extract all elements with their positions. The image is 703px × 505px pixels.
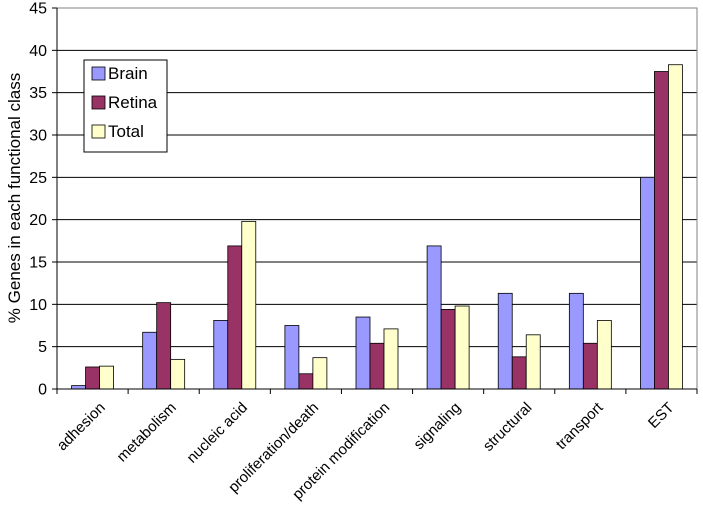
legend-swatch-brain: [91, 66, 106, 81]
legend-label-total: Total: [108, 122, 144, 141]
y-tick-label: 0: [38, 382, 47, 399]
bar-total: [454, 305, 470, 390]
x-category-label: EST: [645, 399, 678, 432]
bar-retina: [511, 356, 527, 390]
y-tick-label: 15: [29, 255, 47, 272]
y-tick-label: 25: [29, 170, 47, 187]
y-axis-title: % Genes in each functional class: [5, 73, 24, 323]
bar-brain: [284, 325, 300, 390]
x-category-labels: adhesion metabolism nucleic acidproliferat…: [54, 399, 678, 504]
bar-total: [99, 365, 114, 390]
x-category-label: signaling: [410, 399, 464, 453]
bar-retina: [440, 309, 456, 390]
bar-brain: [497, 292, 513, 390]
y-tick-label: 40: [29, 43, 47, 60]
y-tick-label: 35: [29, 85, 47, 102]
axis-layer: [52, 7, 698, 394]
y-tick-labels: 0 5 10 15 20 25 30 35 40 45: [29, 1, 47, 399]
bar-total: [241, 220, 257, 390]
y-tick-label: 45: [29, 1, 47, 18]
legend-swatch-total: [91, 124, 106, 139]
y-tick-label: 10: [29, 297, 47, 314]
legend: Brain Retina Total: [83, 59, 168, 153]
bar-brain: [640, 176, 655, 390]
bar-retina: [156, 302, 172, 390]
bar-brain: [71, 385, 86, 390]
bar-retina: [298, 373, 314, 390]
x-category-label: structural: [480, 399, 536, 455]
x-category-label: transport: [553, 399, 607, 453]
bar-total: [596, 320, 612, 390]
bar-total: [170, 358, 186, 390]
bar-retina: [227, 245, 243, 390]
bar-brain: [568, 292, 584, 390]
y-tick-label: 5: [38, 339, 47, 356]
bar-retina: [369, 342, 385, 390]
bar-retina: [582, 342, 598, 390]
bar-brain: [426, 245, 442, 390]
bar-brain: [213, 320, 229, 390]
bar-total: [383, 328, 399, 390]
bar-total: [312, 357, 328, 390]
bar-total: [668, 64, 683, 390]
bar-retina: [85, 366, 100, 390]
x-category-label: adhesion: [54, 399, 109, 454]
x-category-label: nucleic acid: [184, 399, 251, 466]
bar-brain: [142, 331, 158, 390]
y-tick-label: 30: [29, 128, 47, 145]
bar-brain: [355, 316, 371, 390]
bar-total: [525, 334, 541, 390]
x-category-label: metabolism: [114, 399, 180, 465]
bar-retina: [654, 71, 669, 390]
legend-label-retina: Retina: [108, 93, 158, 112]
legend-swatch-retina: [91, 95, 106, 110]
legend-label-brain: Brain: [108, 64, 148, 83]
y-tick-label: 20: [29, 212, 47, 229]
